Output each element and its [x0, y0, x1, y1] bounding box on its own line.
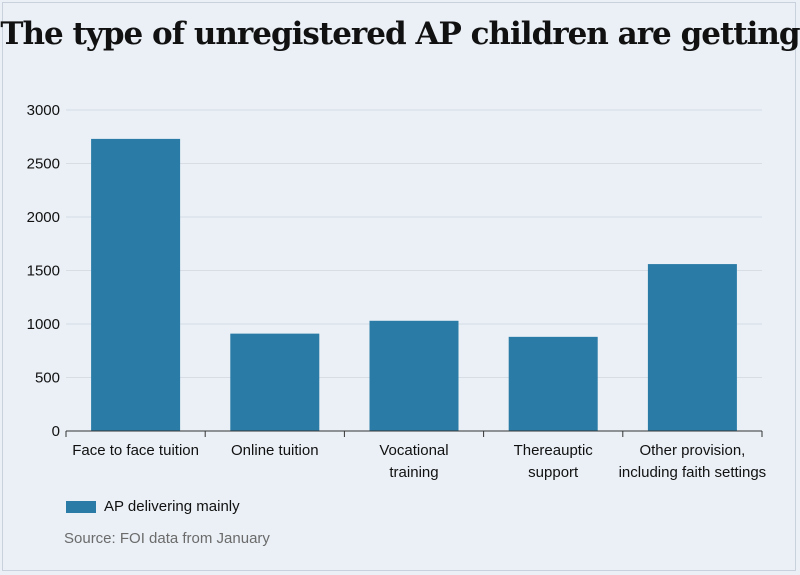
- category-label: Face to face tuition: [72, 442, 199, 459]
- category-label: Other provision, including faith settings: [619, 442, 767, 481]
- y-tick-label: 500: [35, 370, 60, 387]
- chart-title: The type of unregistered AP children are…: [0, 16, 800, 52]
- bar: [369, 320, 459, 431]
- y-tick-label: 1000: [27, 316, 60, 333]
- bar: [230, 333, 320, 431]
- y-tick-label: 1500: [27, 263, 60, 280]
- source-note: Source: FOI data from January: [64, 530, 270, 547]
- legend-label: AP delivering mainly: [104, 498, 240, 515]
- y-tick-label: 0: [52, 423, 60, 440]
- category-label: Online tuition: [231, 442, 319, 459]
- legend-swatch: [66, 500, 96, 513]
- bar: [508, 336, 598, 431]
- legend: AP delivering mainly: [66, 498, 240, 515]
- category-label: Thereauptic support: [514, 442, 594, 481]
- bar: [647, 264, 737, 431]
- y-tick-label: 3000: [27, 102, 60, 119]
- bar: [91, 138, 181, 431]
- y-tick-label: 2500: [27, 156, 60, 173]
- category-label: Vocational training: [379, 442, 448, 481]
- y-tick-label: 2000: [27, 209, 60, 226]
